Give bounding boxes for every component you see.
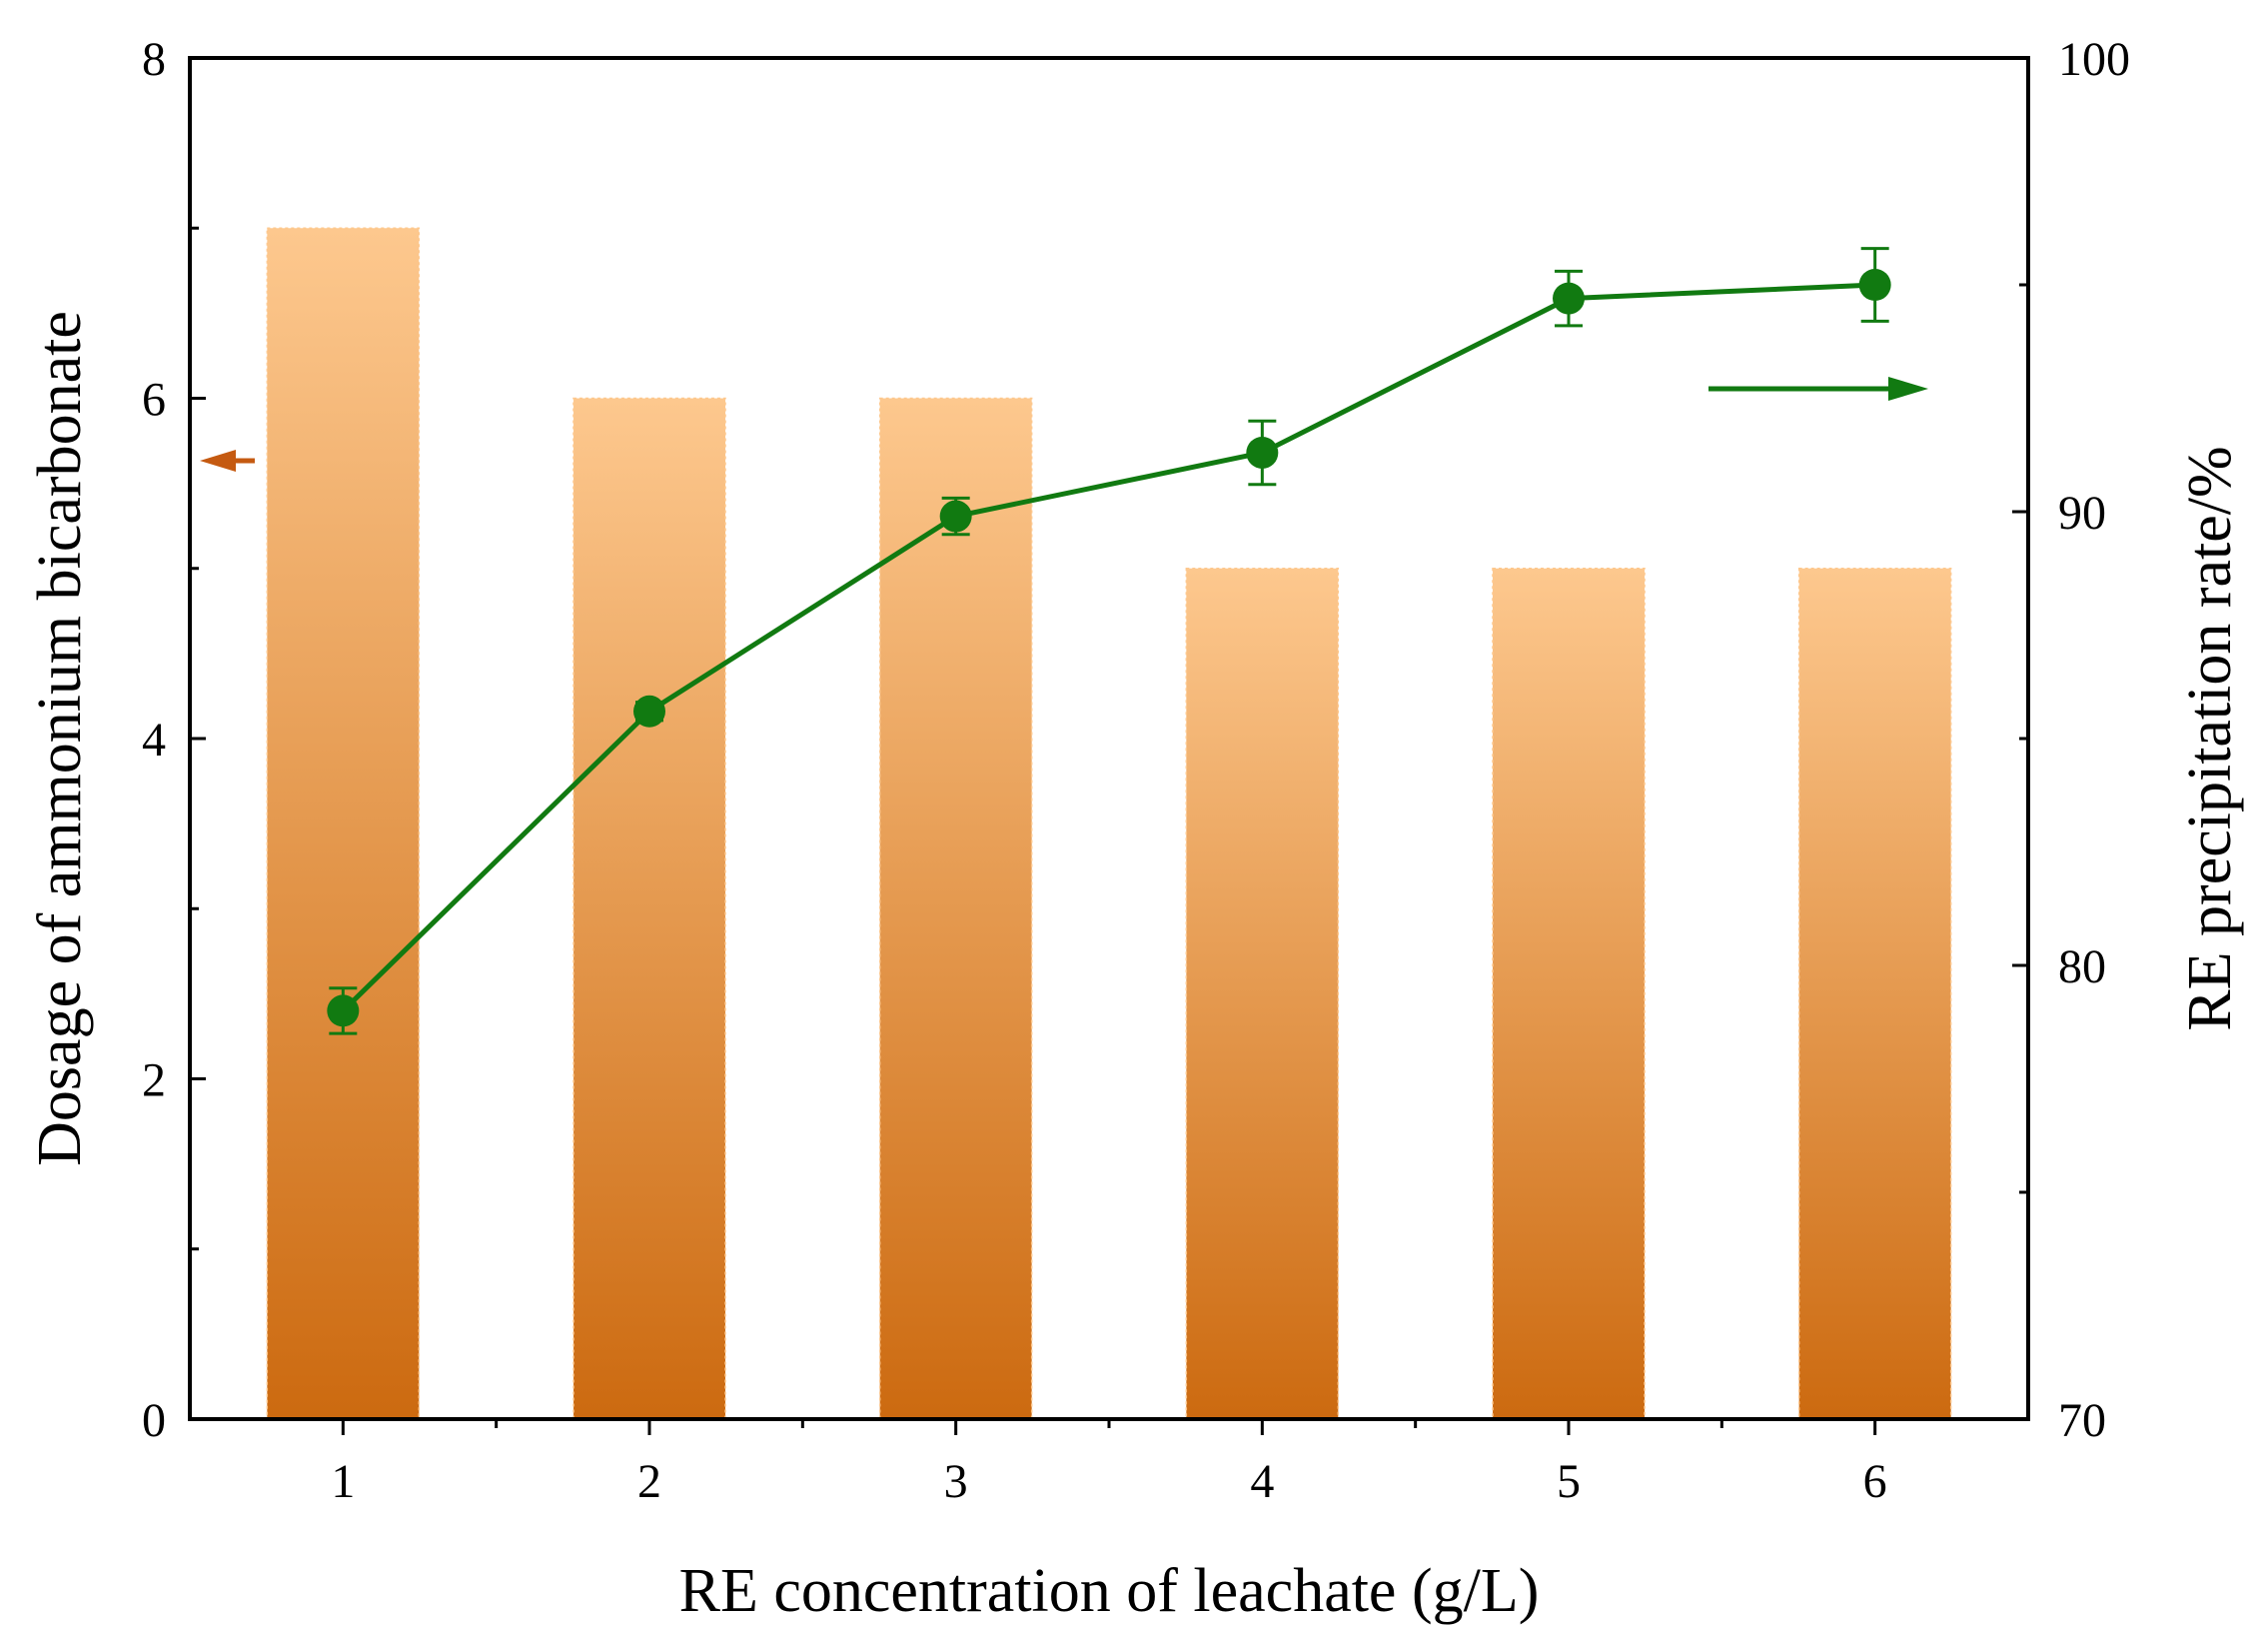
y2-tick-label: 70: [2058, 1394, 2106, 1447]
bar-2: [572, 397, 726, 1420]
bar-4: [1185, 568, 1340, 1420]
right-axis-arrow-head: [1888, 377, 1928, 401]
bar-3: [878, 397, 1033, 1420]
data-point: [1246, 436, 1279, 469]
x-axis-title: RE concentration of leachate (g/L): [679, 1557, 1540, 1625]
left-axis-arrow-head: [200, 450, 236, 472]
axes-layer: 0 2 4 6 8 70 80 90 100 1 2 3 4 5 6: [142, 33, 2130, 1508]
y-tick-label: 2: [142, 1054, 166, 1107]
y-tick-label: 6: [142, 374, 166, 427]
y-axis-title-left: Dosage of ammonium bicarbonate: [26, 311, 94, 1166]
data-point: [1858, 269, 1891, 301]
y-tick-label: 0: [142, 1394, 166, 1447]
data-point: [633, 695, 665, 728]
y2-tick-label: 100: [2058, 33, 2130, 86]
y-tick-label: 8: [142, 33, 166, 86]
data-point: [327, 994, 360, 1027]
plot-frame: [188, 56, 2030, 1421]
annotation-layer: [200, 377, 1928, 472]
precipitation-rate-line: [341, 282, 1875, 1013]
bar-5: [1492, 568, 1646, 1420]
y2-tick-label: 90: [2058, 487, 2106, 540]
bar-1: [266, 227, 421, 1420]
x-tick-label: 5: [1557, 1455, 1581, 1508]
x-tick-label: 2: [637, 1455, 661, 1508]
x-tick-label: 4: [1250, 1455, 1274, 1508]
bar-6: [1797, 568, 1952, 1420]
x-tick-label: 1: [331, 1455, 355, 1508]
y-tick-label: 4: [142, 714, 166, 767]
line-layer: [327, 247, 1891, 1035]
y-axis-title-right: RE precipitation rate/%: [2176, 446, 2244, 1030]
data-point: [939, 500, 972, 533]
data-point: [1553, 282, 1585, 315]
x-tick-label: 6: [1863, 1455, 1887, 1508]
x-tick-label: 3: [944, 1455, 968, 1508]
bars-layer: [266, 227, 1952, 1420]
y2-tick-label: 80: [2058, 940, 2106, 993]
